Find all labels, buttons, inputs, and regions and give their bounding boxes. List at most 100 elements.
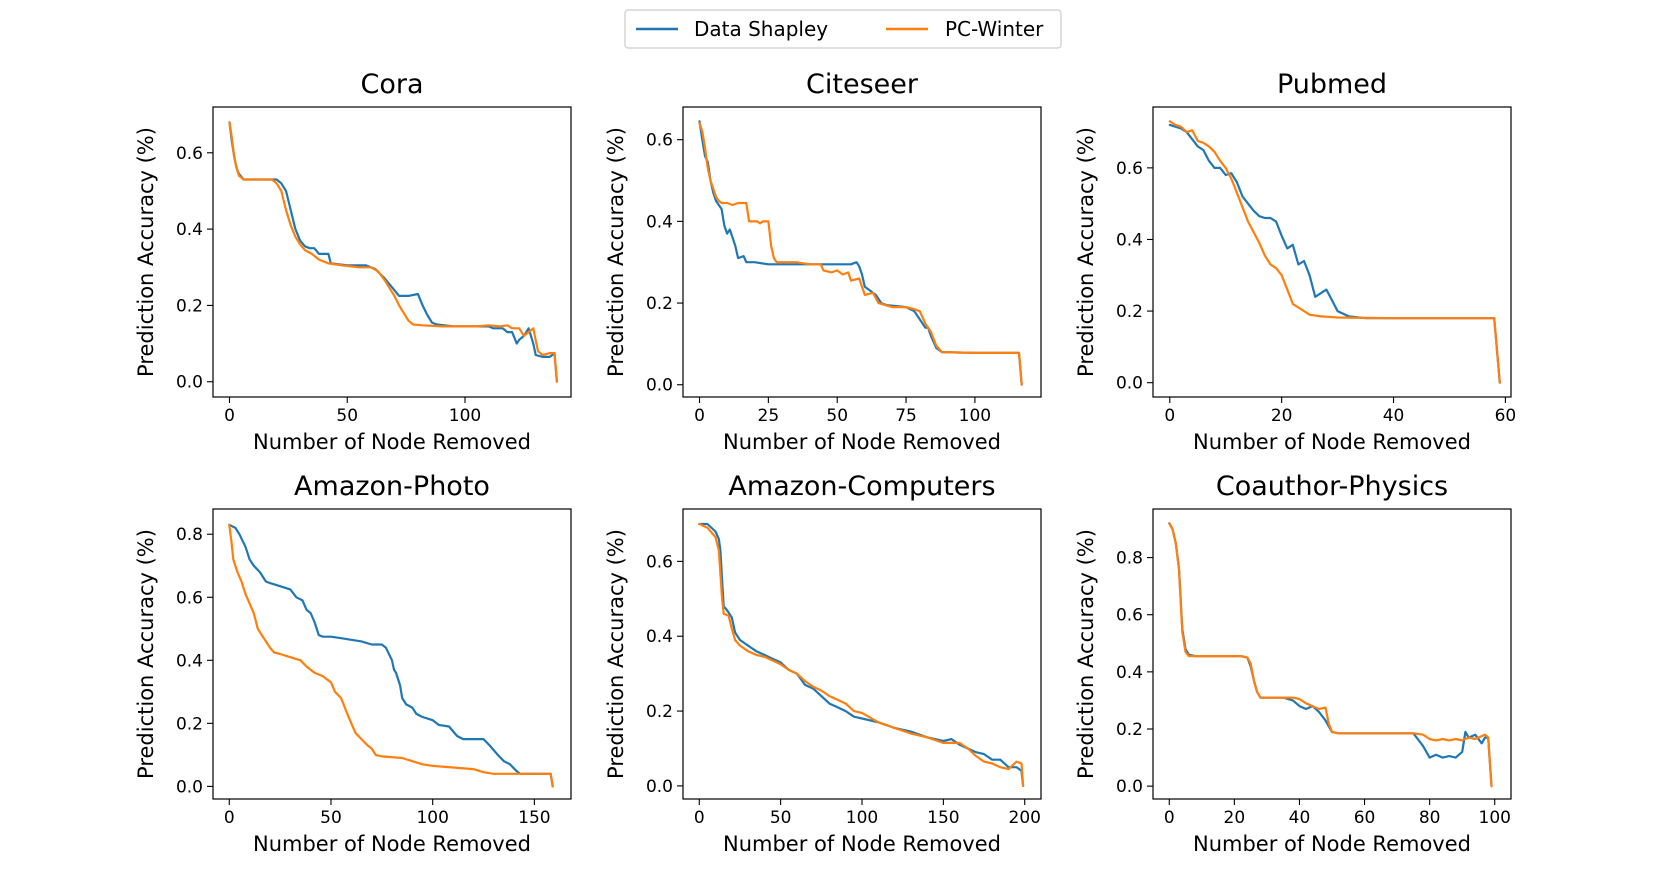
chart-coauthor-physics-x-tick-label: 60 (1354, 808, 1376, 828)
chart-citeseer-x-tick-label: 25 (758, 406, 780, 426)
chart-amazon-computers-x-tick-label: 0 (694, 808, 705, 828)
chart-coauthor-physics-axes-frame (1152, 508, 1512, 800)
chart-panels: Cora 0 50 100 0.0 0.2 0.4 0.6 Number of Node Rem… (134, 69, 1516, 856)
chart-amazon-computers-title: Amazon-Computers (728, 471, 995, 502)
chart-amazon-computers-x-tick-label: 50 (770, 808, 792, 828)
chart-pubmed-x-tick-label: 0 (1164, 406, 1175, 426)
chart-amazon-computers-x-tick-label: 200 (1009, 808, 1041, 828)
chart-amazon-photo-title: Amazon-Photo (294, 471, 490, 502)
chart-pubmed-title: Pubmed (1277, 69, 1387, 100)
chart-coauthor-physics-x-axis-label: Number of Node Removed (1193, 832, 1471, 856)
chart-cora-x-tick-label: 100 (449, 406, 481, 426)
chart-amazon-photo-y-axis-label: Prediction Accuracy (%) (134, 529, 158, 779)
chart-amazon-computers-y-tick-label: 0.4 (646, 627, 673, 647)
chart-citeseer-y-tick-label: 0.6 (646, 131, 673, 151)
chart-pubmed-line-data-shapley (1168, 123, 1501, 384)
chart-amazon-computers: Amazon-Computers 0 50 100 150 200 0.0 0.2 0.4 0.6… (604, 471, 1042, 856)
chart-coauthor-physics-y-tick-label: 0.6 (1116, 606, 1143, 626)
chart-coauthor-physics-y-tick-label: 0.8 (1116, 549, 1143, 569)
chart-amazon-photo-line-pc-winter (228, 523, 554, 788)
chart-pubmed-x-axis-label: Number of Node Removed (1193, 430, 1471, 454)
chart-amazon-computers-series-group (698, 522, 1025, 787)
chart-amazon-photo-y-tick-label: 0.6 (176, 588, 203, 608)
chart-pubmed-y-axis-label: Prediction Accuracy (%) (1074, 127, 1098, 377)
chart-amazon-computers-x-axis-label: Number of Node Removed (723, 832, 1001, 856)
chart-amazon-computers-x-tick-label: 100 (846, 808, 878, 828)
chart-amazon-photo-series-group (228, 523, 554, 788)
chart-coauthor-physics-y-axis-label: Prediction Accuracy (%) (1074, 529, 1098, 779)
chart-coauthor-physics: Coauthor-Physics 0 20 40 60 80 100 0.0 0.2 0.4 0.6… (1074, 471, 1512, 856)
chart-coauthor-physics-x-tick-label: 40 (1289, 808, 1311, 828)
chart-amazon-photo-y-tick-label: 0.2 (176, 714, 203, 734)
chart-cora-x-tick-label: 0 (224, 406, 235, 426)
chart-amazon-computers-y-tick-label: 0.6 (646, 552, 673, 572)
chart-coauthor-physics-y-tick-label: 0.4 (1116, 663, 1143, 683)
chart-cora-title: Cora (360, 69, 423, 100)
chart-amazon-computers-line-data-shapley (698, 522, 1025, 787)
chart-coauthor-physics-line-data-shapley (1168, 522, 1493, 788)
chart-cora-y-tick-label: 0.0 (176, 373, 203, 393)
legend-label-pc-winter: PC-Winter (945, 17, 1044, 41)
chart-amazon-photo-x-tick-label: 150 (518, 808, 550, 828)
chart-citeseer-x-tick-label: 0 (694, 406, 705, 426)
chart-pubmed-y-tick-label: 0.6 (1116, 159, 1143, 179)
legend-label-data-shapley: Data Shapley (694, 17, 828, 41)
chart-citeseer-axes-frame (682, 106, 1042, 398)
chart-amazon-photo-x-tick-label: 100 (416, 808, 448, 828)
chart-citeseer: Citeseer 0 25 50 75 100 0.0 0.2 0.4 0.6 Number of … (604, 69, 1042, 454)
chart-citeseer-y-axis-label: Prediction Accuracy (%) (604, 127, 628, 377)
legend: Data Shapley PC-Winter (624, 9, 1062, 49)
chart-cora-line-data-shapley (228, 121, 558, 383)
chart-citeseer-y-tick-label: 0.2 (646, 294, 673, 314)
chart-citeseer-title: Citeseer (806, 69, 919, 100)
chart-citeseer-x-tick-label: 50 (826, 406, 848, 426)
chart-amazon-photo-x-tick-label: 50 (320, 808, 342, 828)
chart-citeseer-y-tick-label: 0.0 (646, 376, 673, 396)
chart-pubmed-y-tick-label: 0.2 (1116, 302, 1143, 322)
chart-amazon-computers-x-tick-label: 150 (927, 808, 959, 828)
chart-pubmed-x-tick-label: 60 (1495, 406, 1517, 426)
chart-amazon-photo-x-tick-label: 0 (224, 808, 235, 828)
chart-amazon-photo-y-tick-label: 0.0 (176, 777, 203, 797)
chart-citeseer-series-group (698, 120, 1023, 386)
chart-pubmed-y-tick-label: 0.0 (1116, 374, 1143, 394)
chart-amazon-computers-line-pc-winter (698, 522, 1025, 787)
chart-amazon-photo-x-axis-label: Number of Node Removed (253, 832, 531, 856)
chart-amazon-photo-axes-frame (212, 508, 572, 800)
legend-box (624, 9, 1062, 49)
chart-amazon-photo-y-tick-label: 0.8 (176, 525, 203, 545)
chart-coauthor-physics-x-tick-label: 100 (1479, 808, 1511, 828)
chart-amazon-photo-line-data-shapley (228, 523, 554, 788)
chart-cora-x-axis-label: Number of Node Removed (253, 430, 531, 454)
chart-cora-y-tick-label: 0.2 (176, 296, 203, 316)
chart-amazon-computers-y-tick-label: 0.2 (646, 702, 673, 722)
chart-citeseer-line-data-shapley (698, 120, 1023, 386)
chart-cora-y-tick-label: 0.6 (176, 144, 203, 164)
chart-coauthor-physics-y-tick-label: 0.2 (1116, 720, 1143, 740)
chart-amazon-computers-y-axis-label: Prediction Accuracy (%) (604, 529, 628, 779)
chart-pubmed-line-pc-winter (1168, 120, 1501, 384)
chart-citeseer-y-tick-label: 0.4 (646, 212, 673, 232)
chart-cora-y-tick-label: 0.4 (176, 220, 203, 240)
chart-pubmed-y-tick-label: 0.4 (1116, 230, 1143, 250)
chart-cora-axes-frame (212, 106, 572, 398)
chart-pubmed-x-tick-label: 20 (1271, 406, 1293, 426)
chart-cora: Cora 0 50 100 0.0 0.2 0.4 0.6 Number of Node Rem… (134, 69, 572, 454)
chart-citeseer-x-tick-label: 75 (895, 406, 917, 426)
chart-citeseer-line-pc-winter (698, 122, 1023, 386)
chart-coauthor-physics-series-group (1168, 522, 1493, 788)
chart-coauthor-physics-title: Coauthor-Physics (1216, 471, 1448, 502)
chart-pubmed: Pubmed 0 20 40 60 0.0 0.2 0.4 0.6 Number of Node … (1074, 69, 1516, 454)
chart-amazon-photo-y-tick-label: 0.4 (176, 651, 203, 671)
chart-coauthor-physics-y-tick-label: 0.0 (1116, 777, 1143, 797)
chart-pubmed-series-group (1168, 120, 1501, 384)
chart-citeseer-x-axis-label: Number of Node Removed (723, 430, 1001, 454)
chart-pubmed-axes-frame (1152, 106, 1512, 398)
chart-cora-series-group (228, 121, 558, 383)
chart-amazon-photo: Amazon-Photo 0 50 100 150 0.0 0.2 0.4 0.6 0.8 Numb… (134, 471, 572, 856)
chart-pubmed-x-tick-label: 40 (1383, 406, 1405, 426)
chart-coauthor-physics-line-pc-winter (1168, 522, 1493, 788)
chart-cora-line-pc-winter (228, 121, 558, 383)
chart-cora-x-tick-label: 50 (336, 406, 358, 426)
